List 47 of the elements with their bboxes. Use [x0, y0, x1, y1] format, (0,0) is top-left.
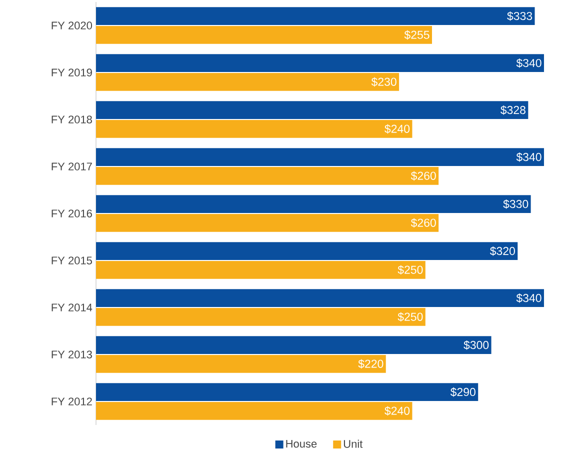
- data-label: $300: [464, 340, 489, 350]
- data-label: $340: [516, 152, 542, 162]
- data-label: $330: [503, 199, 528, 209]
- bar: [96, 402, 412, 420]
- bar: [96, 7, 535, 26]
- y-tick-label: FY 2016: [52, 210, 92, 218]
- bar: [96, 120, 412, 138]
- data-label: $328: [500, 105, 526, 115]
- data-label: $255: [404, 30, 430, 40]
- legend-label: Unit: [344, 440, 363, 448]
- data-label: $220: [358, 359, 384, 369]
- bar: [96, 101, 528, 120]
- y-tick-label: FY 2012: [52, 398, 92, 406]
- data-label: $333: [507, 11, 532, 21]
- bar: [96, 336, 492, 354]
- bar: [96, 354, 386, 373]
- bar: [96, 26, 432, 44]
- data-label: $250: [398, 312, 423, 322]
- data-label: $240: [384, 124, 410, 134]
- y-tick-label: FY 2013: [52, 350, 92, 358]
- data-label: $320: [490, 246, 515, 256]
- bar: [96, 308, 426, 326]
- y-tick-label: FY 2017: [52, 162, 92, 170]
- bar: [96, 383, 478, 402]
- data-label: $250: [398, 265, 423, 275]
- data-label: $260: [410, 171, 436, 181]
- y-tick-label: FY 2020: [52, 22, 92, 30]
- y-tick-label: FY 2015: [52, 256, 92, 264]
- bar: [96, 214, 439, 232]
- bar: [96, 195, 531, 214]
- legend-label: House: [286, 440, 317, 448]
- bar: [96, 148, 544, 166]
- y-tick-label: FY 2014: [52, 304, 92, 312]
- data-label: $290: [450, 387, 476, 397]
- data-label: $340: [516, 58, 542, 68]
- data-label: $340: [516, 293, 542, 303]
- bar: [96, 242, 518, 260]
- bar: [96, 289, 544, 308]
- bar: [96, 72, 400, 91]
- y-tick-label: FY 2019: [52, 68, 92, 76]
- bar: [96, 166, 439, 185]
- y-tick-label: FY 2018: [52, 116, 92, 124]
- data-label: $240: [384, 406, 410, 416]
- bar: [96, 260, 426, 279]
- bar: [96, 54, 544, 72]
- data-label: $260: [410, 218, 436, 228]
- data-label: $230: [371, 77, 396, 87]
